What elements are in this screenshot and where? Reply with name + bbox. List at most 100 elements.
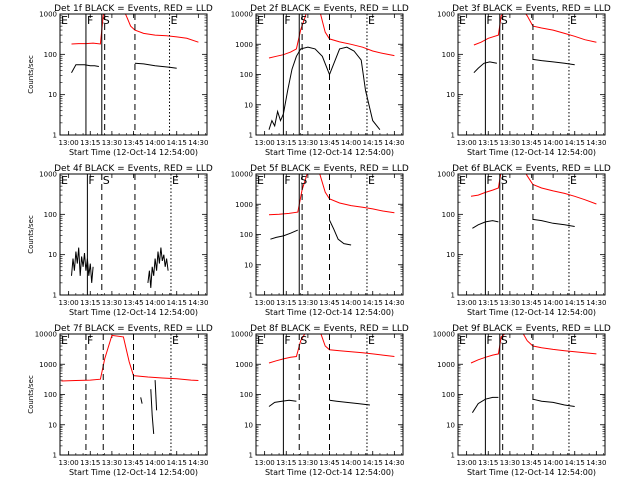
x-axis-label: Start Time (12-Oct-14 12:54:00) xyxy=(467,468,596,477)
marker-label: E xyxy=(368,334,375,347)
y-tick-label: 1 xyxy=(53,292,57,300)
series-lld-line xyxy=(470,334,597,364)
x-axis-label: Start Time (12-Oct-14 12:54:00) xyxy=(467,148,596,157)
x-tick-label: 13:30 xyxy=(500,459,520,467)
x-tick-label: 13:45 xyxy=(319,459,339,467)
series-lld-line xyxy=(61,334,199,382)
x-tick-label: 14:15 xyxy=(565,139,585,147)
x-tick-label: 13:15 xyxy=(276,299,296,307)
x-axis-label: Start Time (12-Oct-14 12:54:00) xyxy=(69,468,198,477)
y-tick-label: 1 xyxy=(451,452,455,460)
plot-frame xyxy=(59,333,208,456)
x-tick-label: 13:30 xyxy=(102,459,122,467)
x-tick-label: 14:00 xyxy=(341,299,361,307)
x-tick-label: 14:00 xyxy=(341,459,361,467)
x-tick-label: 14:30 xyxy=(384,299,404,307)
x-tick-label: 13:15 xyxy=(80,299,100,307)
series-events-line xyxy=(150,389,155,434)
marker-label: F xyxy=(486,14,492,27)
panel-det-2: Det 2f BLACK = Events, RED = LLD Start Ti… xyxy=(231,4,409,157)
series-events-line xyxy=(473,61,497,74)
panel-title: Det 4f BLACK = Events, RED = LLD xyxy=(54,164,213,174)
y-tick-label: 100 xyxy=(240,391,253,399)
x-tick-label: 13:45 xyxy=(123,299,143,307)
marker-label: E xyxy=(172,174,179,187)
plot-frame xyxy=(59,173,208,296)
marker-label: F xyxy=(87,334,93,347)
marker-label: E xyxy=(61,334,68,347)
y-tick-label: 100 xyxy=(44,211,57,219)
x-tick-label: 14:30 xyxy=(384,459,404,467)
x-axis-label: Start Time (12-Oct-14 12:54:00) xyxy=(265,148,394,157)
y-tick-label: 1 xyxy=(53,452,57,460)
series-lld-line xyxy=(268,174,395,216)
y-tick-label: 1000 xyxy=(235,361,253,369)
x-tick-label: 13:15 xyxy=(478,459,498,467)
series-events-line xyxy=(268,46,381,131)
y-tick-label: 10000 xyxy=(35,331,57,339)
x-axis-label: Start Time (12-Oct-14 12:54:00) xyxy=(69,308,198,317)
marker-label: S xyxy=(501,174,508,187)
x-tick-label: 13:15 xyxy=(80,139,100,147)
y-tick-label: 1 xyxy=(249,292,253,300)
x-tick-label: 13:15 xyxy=(478,299,498,307)
x-tick-label: 14:15 xyxy=(167,459,187,467)
y-tick-label: 10000 xyxy=(433,331,455,339)
x-tick-label: 13:15 xyxy=(276,459,296,467)
y-tick-label: 100 xyxy=(442,391,455,399)
x-tick-label: 14:15 xyxy=(167,139,187,147)
marker-label: E xyxy=(61,14,68,27)
y-tick-label: 1000 xyxy=(39,361,57,369)
x-tick-label: 13:45 xyxy=(521,139,541,147)
x-tick-label: 13:30 xyxy=(500,299,520,307)
series-events-line xyxy=(532,398,575,407)
x-axis-label: Start Time (12-Oct-14 12:54:00) xyxy=(265,308,394,317)
y-tick-label: 10 xyxy=(244,101,253,109)
marker-label: S xyxy=(501,334,508,347)
y-tick-label: 1000 xyxy=(437,361,455,369)
panel-det-6: Det 6f BLACK = Events, RED = LLD Start Ti… xyxy=(437,164,611,317)
x-tick-label: 14:30 xyxy=(586,139,606,147)
x-tick-label: 14:00 xyxy=(543,139,563,147)
marker-label: E xyxy=(368,14,375,27)
series-events-line xyxy=(268,399,297,407)
y-tick-label: 1000 xyxy=(235,41,253,49)
x-tick-label: 13:45 xyxy=(123,459,143,467)
data-traces xyxy=(268,334,395,407)
y-tick-label: 1 xyxy=(53,132,57,140)
marker-label: F xyxy=(284,334,290,347)
x-tick-label: 13:00 xyxy=(255,139,275,147)
series-events-line xyxy=(270,229,298,240)
x-tick-label: 14:30 xyxy=(384,139,404,147)
y-tick-label: 10 xyxy=(446,251,455,259)
marker-label: S xyxy=(103,14,110,27)
y-tick-label: 1 xyxy=(451,292,455,300)
x-axis-label: Start Time (12-Oct-14 12:54:00) xyxy=(265,468,394,477)
y-axis-label: Counts/sec xyxy=(27,215,35,254)
marker-label: E xyxy=(172,334,179,347)
y-tick-label: 10000 xyxy=(231,11,253,19)
plot-frame xyxy=(255,333,404,456)
y-tick-label: 10 xyxy=(244,261,253,269)
data-traces xyxy=(473,14,597,74)
y-tick-label: 1000 xyxy=(39,171,57,179)
panel-title: Det 9f BLACK = Events, RED = LLD xyxy=(452,324,611,334)
panel-title: Det 7f BLACK = Events, RED = LLD xyxy=(54,324,213,334)
x-tick-label: 14:30 xyxy=(188,459,208,467)
series-lld-line xyxy=(268,334,395,364)
x-tick-label: 13:30 xyxy=(298,139,318,147)
x-tick-label: 14:30 xyxy=(188,139,208,147)
x-tick-label: 14:00 xyxy=(543,299,563,307)
x-tick-label: 13:00 xyxy=(255,299,275,307)
series-lld-line xyxy=(268,14,395,59)
panel-det-8: Det 8f BLACK = Events, RED = LLD Start Ti… xyxy=(231,324,409,477)
marker-label: F xyxy=(284,174,290,187)
x-tick-label: 13:30 xyxy=(298,459,318,467)
series-events-line xyxy=(71,247,94,283)
marker-label: E xyxy=(570,14,577,27)
x-tick-label: 13:45 xyxy=(521,459,541,467)
data-traces xyxy=(61,334,199,434)
x-tick-label: 13:15 xyxy=(276,139,296,147)
x-tick-label: 13:00 xyxy=(457,459,477,467)
x-tick-label: 14:30 xyxy=(586,299,606,307)
